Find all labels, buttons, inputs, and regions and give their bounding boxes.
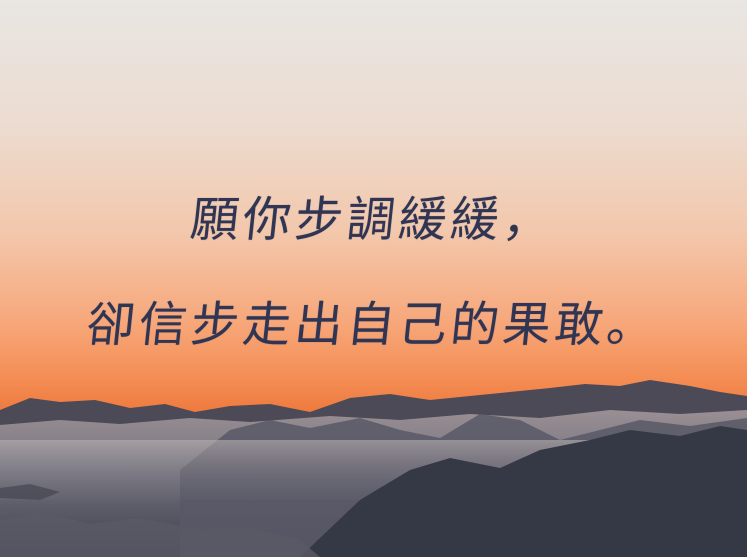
- quote-line-2: 卻信步走出自己的果敢。: [84, 297, 662, 353]
- quote-line-1: 願你步調緩緩，: [188, 192, 558, 248]
